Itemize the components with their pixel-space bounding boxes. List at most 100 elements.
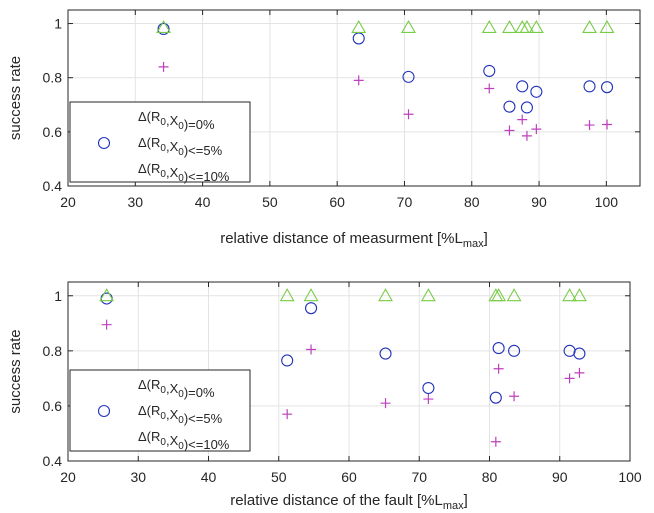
data-point-cross xyxy=(282,409,293,420)
x-tick-label: 100 xyxy=(595,194,619,210)
x-tick-label: 20 xyxy=(60,194,76,210)
x-tick-label: 80 xyxy=(464,194,480,210)
y-tick-label: 0.6 xyxy=(43,124,63,140)
x-tick-label: 100 xyxy=(618,469,642,485)
x-tick-label: 40 xyxy=(201,469,217,485)
legend-label: Δ(R0,X0)<=10% xyxy=(138,429,230,452)
data-point-cross xyxy=(101,319,112,330)
data-point-cross xyxy=(531,124,542,135)
legend: Δ(R0,X0)=0% Δ(R0,X0)<=5% Δ(R0,X0)<=10% xyxy=(69,101,251,184)
data-point-triangle xyxy=(378,288,393,302)
data-point-cross xyxy=(602,119,613,130)
data-point-cross xyxy=(493,363,504,374)
legend-label: Δ(R0,X0)<=5% xyxy=(138,135,223,158)
data-point-circle xyxy=(157,22,170,36)
legend: Δ(R0,X0)=0% Δ(R0,X0)<=5% Δ(R0,X0)<=10% xyxy=(69,369,251,452)
legend-label: Δ(R0,X0)<=10% xyxy=(138,161,230,184)
axes-box xyxy=(67,9,641,187)
data-point-cross xyxy=(423,394,434,405)
data-point-triangle xyxy=(582,19,597,34)
x-tick-label: 40 xyxy=(195,194,211,210)
series-circle xyxy=(100,292,586,404)
x-axis-label: relative distance of the fault [%Lmax] xyxy=(230,492,468,512)
x-axis-label: relative distance of measurment [%Lmax] xyxy=(220,230,488,250)
legend-label: Δ(R0,X0)<=5% xyxy=(138,403,223,426)
data-point-cross xyxy=(353,75,364,86)
data-point-circle xyxy=(492,342,505,355)
data-point-triangle xyxy=(571,288,587,302)
x-tick-label: 60 xyxy=(341,469,357,485)
data-point-circle xyxy=(573,347,586,360)
chart-panel-2: 20 30 40 50 60 70 80 90 100 0.4 0.6 0.8 1 relative di… xyxy=(7,281,642,512)
data-point-triangle xyxy=(351,19,367,34)
data-point-circle xyxy=(281,354,294,367)
data-point-cross xyxy=(380,398,391,409)
y-tick-label: 0.8 xyxy=(43,70,63,86)
x-tick-label: 90 xyxy=(531,194,547,210)
y-tick-label: 0.4 xyxy=(43,453,63,469)
data-point-triangle xyxy=(599,19,615,34)
data-point-cross xyxy=(509,391,520,402)
x-tick-label: 30 xyxy=(128,194,144,210)
data-point-triangle xyxy=(156,19,172,34)
y-tick-label: 0.6 xyxy=(43,398,63,414)
data-point-circle xyxy=(600,81,614,94)
y-tick-label: 0.8 xyxy=(43,343,63,359)
data-point-cross xyxy=(403,109,414,120)
legend-marker xyxy=(97,404,111,418)
x-tick-label: 20 xyxy=(60,469,76,485)
data-point-circle xyxy=(508,344,521,357)
data-point-circle xyxy=(530,85,543,98)
series-triangle xyxy=(99,288,587,302)
data-point-cross xyxy=(564,373,575,384)
data-point-triangle xyxy=(99,288,115,302)
legend-label: Δ(R0,X0)=0% xyxy=(138,109,215,132)
data-point-cross xyxy=(158,61,169,72)
x-tick-label: 50 xyxy=(262,194,278,210)
data-point-circle xyxy=(402,70,415,83)
data-point-cross xyxy=(521,130,532,141)
data-point-cross xyxy=(504,125,515,136)
y-tick-label: 1 xyxy=(54,288,62,304)
data-point-circle xyxy=(583,80,596,93)
legend-label: Δ(R0,X0)=0% xyxy=(138,377,215,400)
data-point-triangle xyxy=(303,288,319,302)
x-tick-label: 30 xyxy=(130,469,146,485)
legend-box xyxy=(69,369,251,452)
y-tick-label: 0.4 xyxy=(43,178,63,194)
data-point-triangle xyxy=(506,288,522,302)
x-tick-label: 70 xyxy=(397,194,413,210)
data-point-circle xyxy=(483,64,496,77)
data-point-triangle xyxy=(401,19,416,34)
data-point-circle xyxy=(305,302,318,315)
data-point-cross xyxy=(306,344,317,355)
x-tick-label: 50 xyxy=(271,469,287,485)
x-tick-label: 60 xyxy=(329,194,345,210)
series-triangle xyxy=(156,19,615,34)
legend-marker xyxy=(97,136,111,150)
data-point-circle xyxy=(516,80,529,93)
chart-panel-1: 20 30 40 50 60 70 80 90 100 0.4 0.6 0.8 1 relative di… xyxy=(7,9,641,250)
data-point-cross xyxy=(484,83,495,94)
data-point-triangle xyxy=(481,19,497,34)
series-cross xyxy=(101,319,585,447)
data-point-circle xyxy=(379,347,392,360)
data-point-circle xyxy=(503,100,516,113)
data-point-cross xyxy=(584,120,595,131)
data-point-cross xyxy=(574,367,585,378)
data-point-triangle xyxy=(491,288,507,302)
x-tick-label: 90 xyxy=(552,469,568,485)
data-point-triangle xyxy=(528,19,544,34)
y-axis-label: success rate xyxy=(7,329,24,413)
data-point-cross xyxy=(517,114,528,125)
data-point-triangle xyxy=(420,288,436,302)
data-point-circle xyxy=(489,391,502,404)
data-point-cross xyxy=(490,436,501,447)
series-circle xyxy=(157,22,614,114)
data-point-triangle xyxy=(562,288,578,302)
series-cross xyxy=(158,61,613,141)
data-point-circle xyxy=(422,381,435,395)
data-point-triangle xyxy=(279,288,295,302)
y-tick-label: 1 xyxy=(54,16,62,32)
